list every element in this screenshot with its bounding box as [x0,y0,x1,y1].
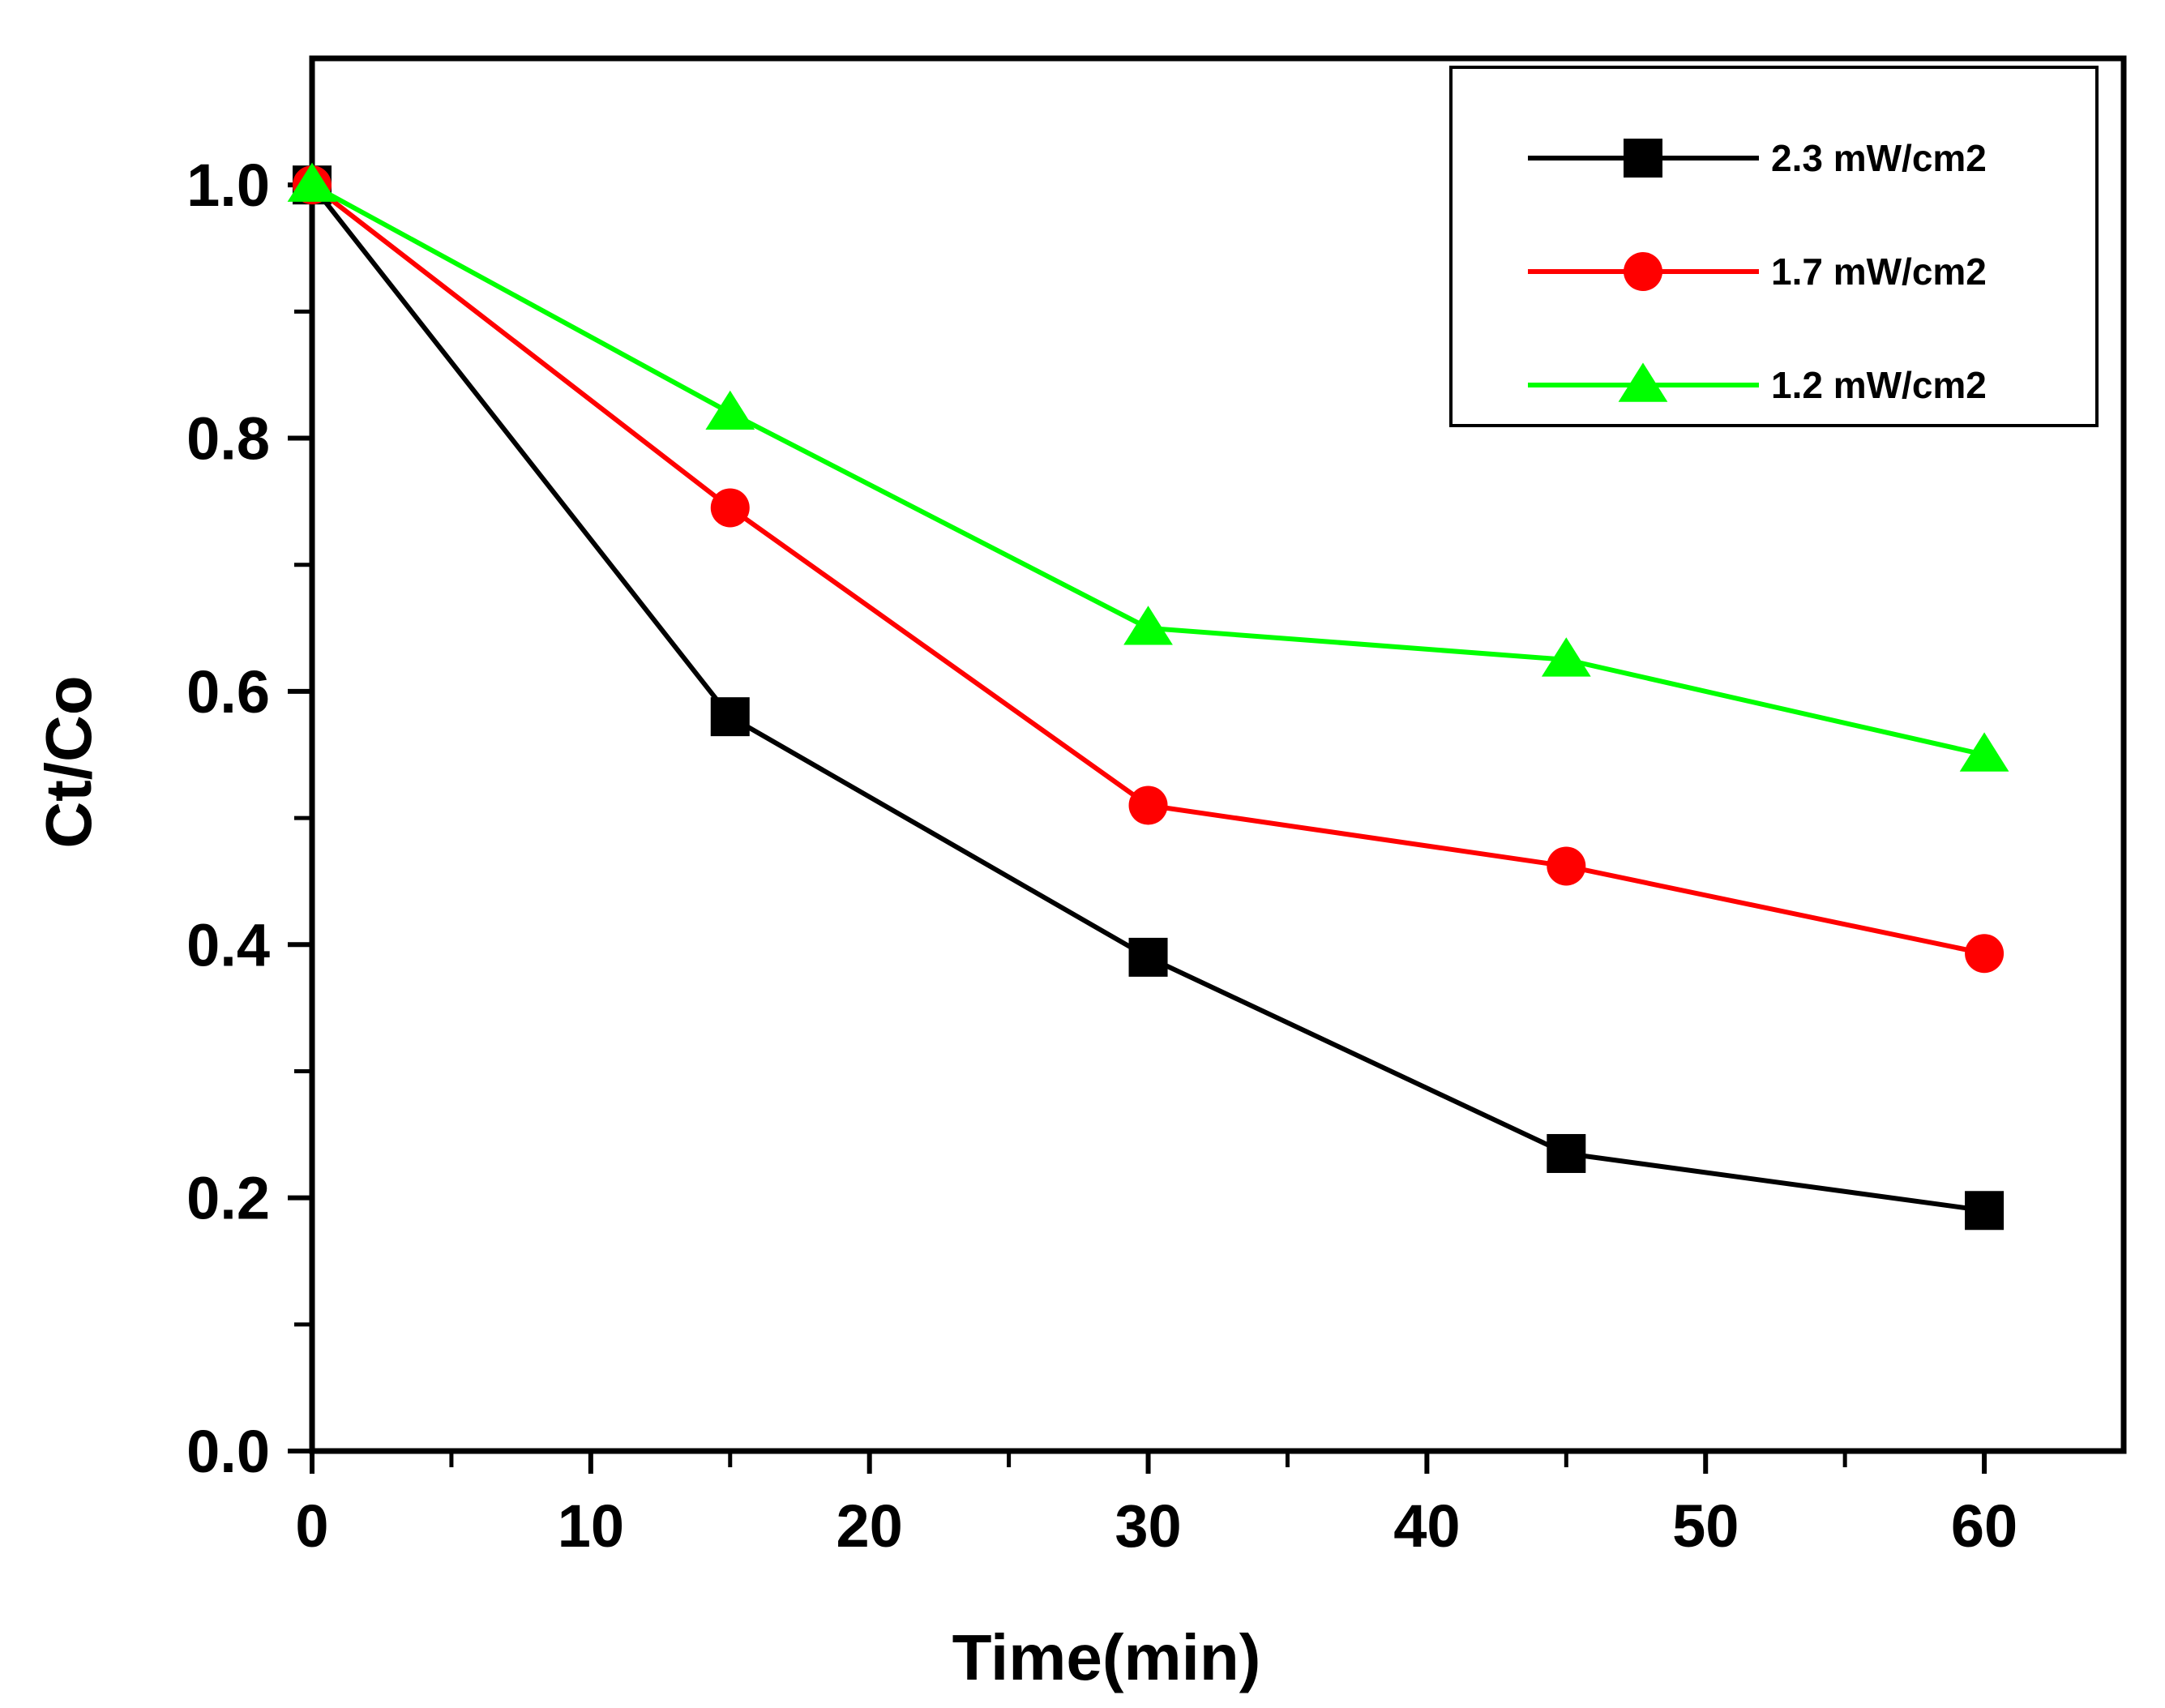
y-tick-label: 0.2 [186,1165,270,1232]
x-tick-label: 40 [1393,1492,1460,1560]
legend-label-3: 1.2 mW/cm2 [1771,364,1987,406]
legend-box [1449,66,2099,427]
x-tick-label: 0 [295,1492,328,1560]
y-tick-label: 0.6 [186,658,270,726]
y-tick-label: 0.0 [186,1418,270,1485]
legend-marker-2 [1624,252,1662,291]
legend-label-2: 1.7 mW/cm2 [1771,250,1987,293]
data-point-2-5 [1965,934,2005,974]
data-point-3-3 [1123,606,1173,645]
plot-frame [309,55,2127,1454]
data-series [287,162,2009,1231]
legend: 2.3 mW/cm2 1.7 mW/cm2 1.2 mW/cm2 [1449,66,2099,427]
axis-ticks: 0 10 20 30 40 50 60 0.0 0.2 0.4 0.6 0.8 1.0 [186,152,2017,1560]
legend-label-1: 2.3 mW/cm2 [1771,137,1987,179]
legend-marker-3 [1618,362,1668,402]
data-point-1-5 [1965,1191,2005,1231]
y-axis-title: Ct/Co [32,675,105,848]
y-tick-label: 1.0 [186,152,270,219]
data-point-1-3 [1128,937,1168,977]
data-point-3-5 [1959,732,2009,772]
data-point-1-4 [1547,1133,1586,1173]
data-point-3-2 [705,390,755,430]
data-point-2-3 [1128,786,1168,825]
data-point-1-2 [710,697,750,737]
x-tick-label: 50 [1672,1492,1739,1560]
data-point-2-2 [710,488,750,528]
x-axis-title: Time(min) [952,1621,1261,1693]
y-tick-label: 0.8 [186,405,270,473]
y-tick-label: 0.4 [186,911,270,978]
data-point-3-1 [287,162,337,202]
x-tick-label: 60 [1951,1492,2017,1560]
data-point-3-4 [1541,637,1591,677]
x-tick-label: 30 [1115,1492,1181,1560]
x-tick-label: 10 [558,1492,624,1560]
legend-marker-1 [1624,139,1662,178]
x-tick-label: 20 [836,1492,903,1560]
data-point-2-4 [1547,846,1586,886]
plot-area-border [309,55,2127,1454]
